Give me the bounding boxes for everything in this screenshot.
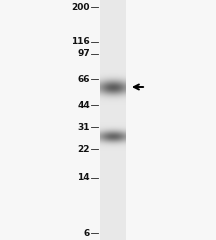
Text: 44: 44	[77, 101, 90, 109]
Text: 200: 200	[71, 2, 90, 12]
Text: 66: 66	[78, 74, 90, 84]
Text: kDa: kDa	[69, 0, 90, 1]
Text: 6: 6	[84, 228, 90, 238]
Text: 116: 116	[71, 37, 90, 47]
Text: 14: 14	[77, 174, 90, 182]
Text: 22: 22	[78, 144, 90, 154]
Text: 31: 31	[78, 122, 90, 132]
Text: 97: 97	[77, 49, 90, 59]
